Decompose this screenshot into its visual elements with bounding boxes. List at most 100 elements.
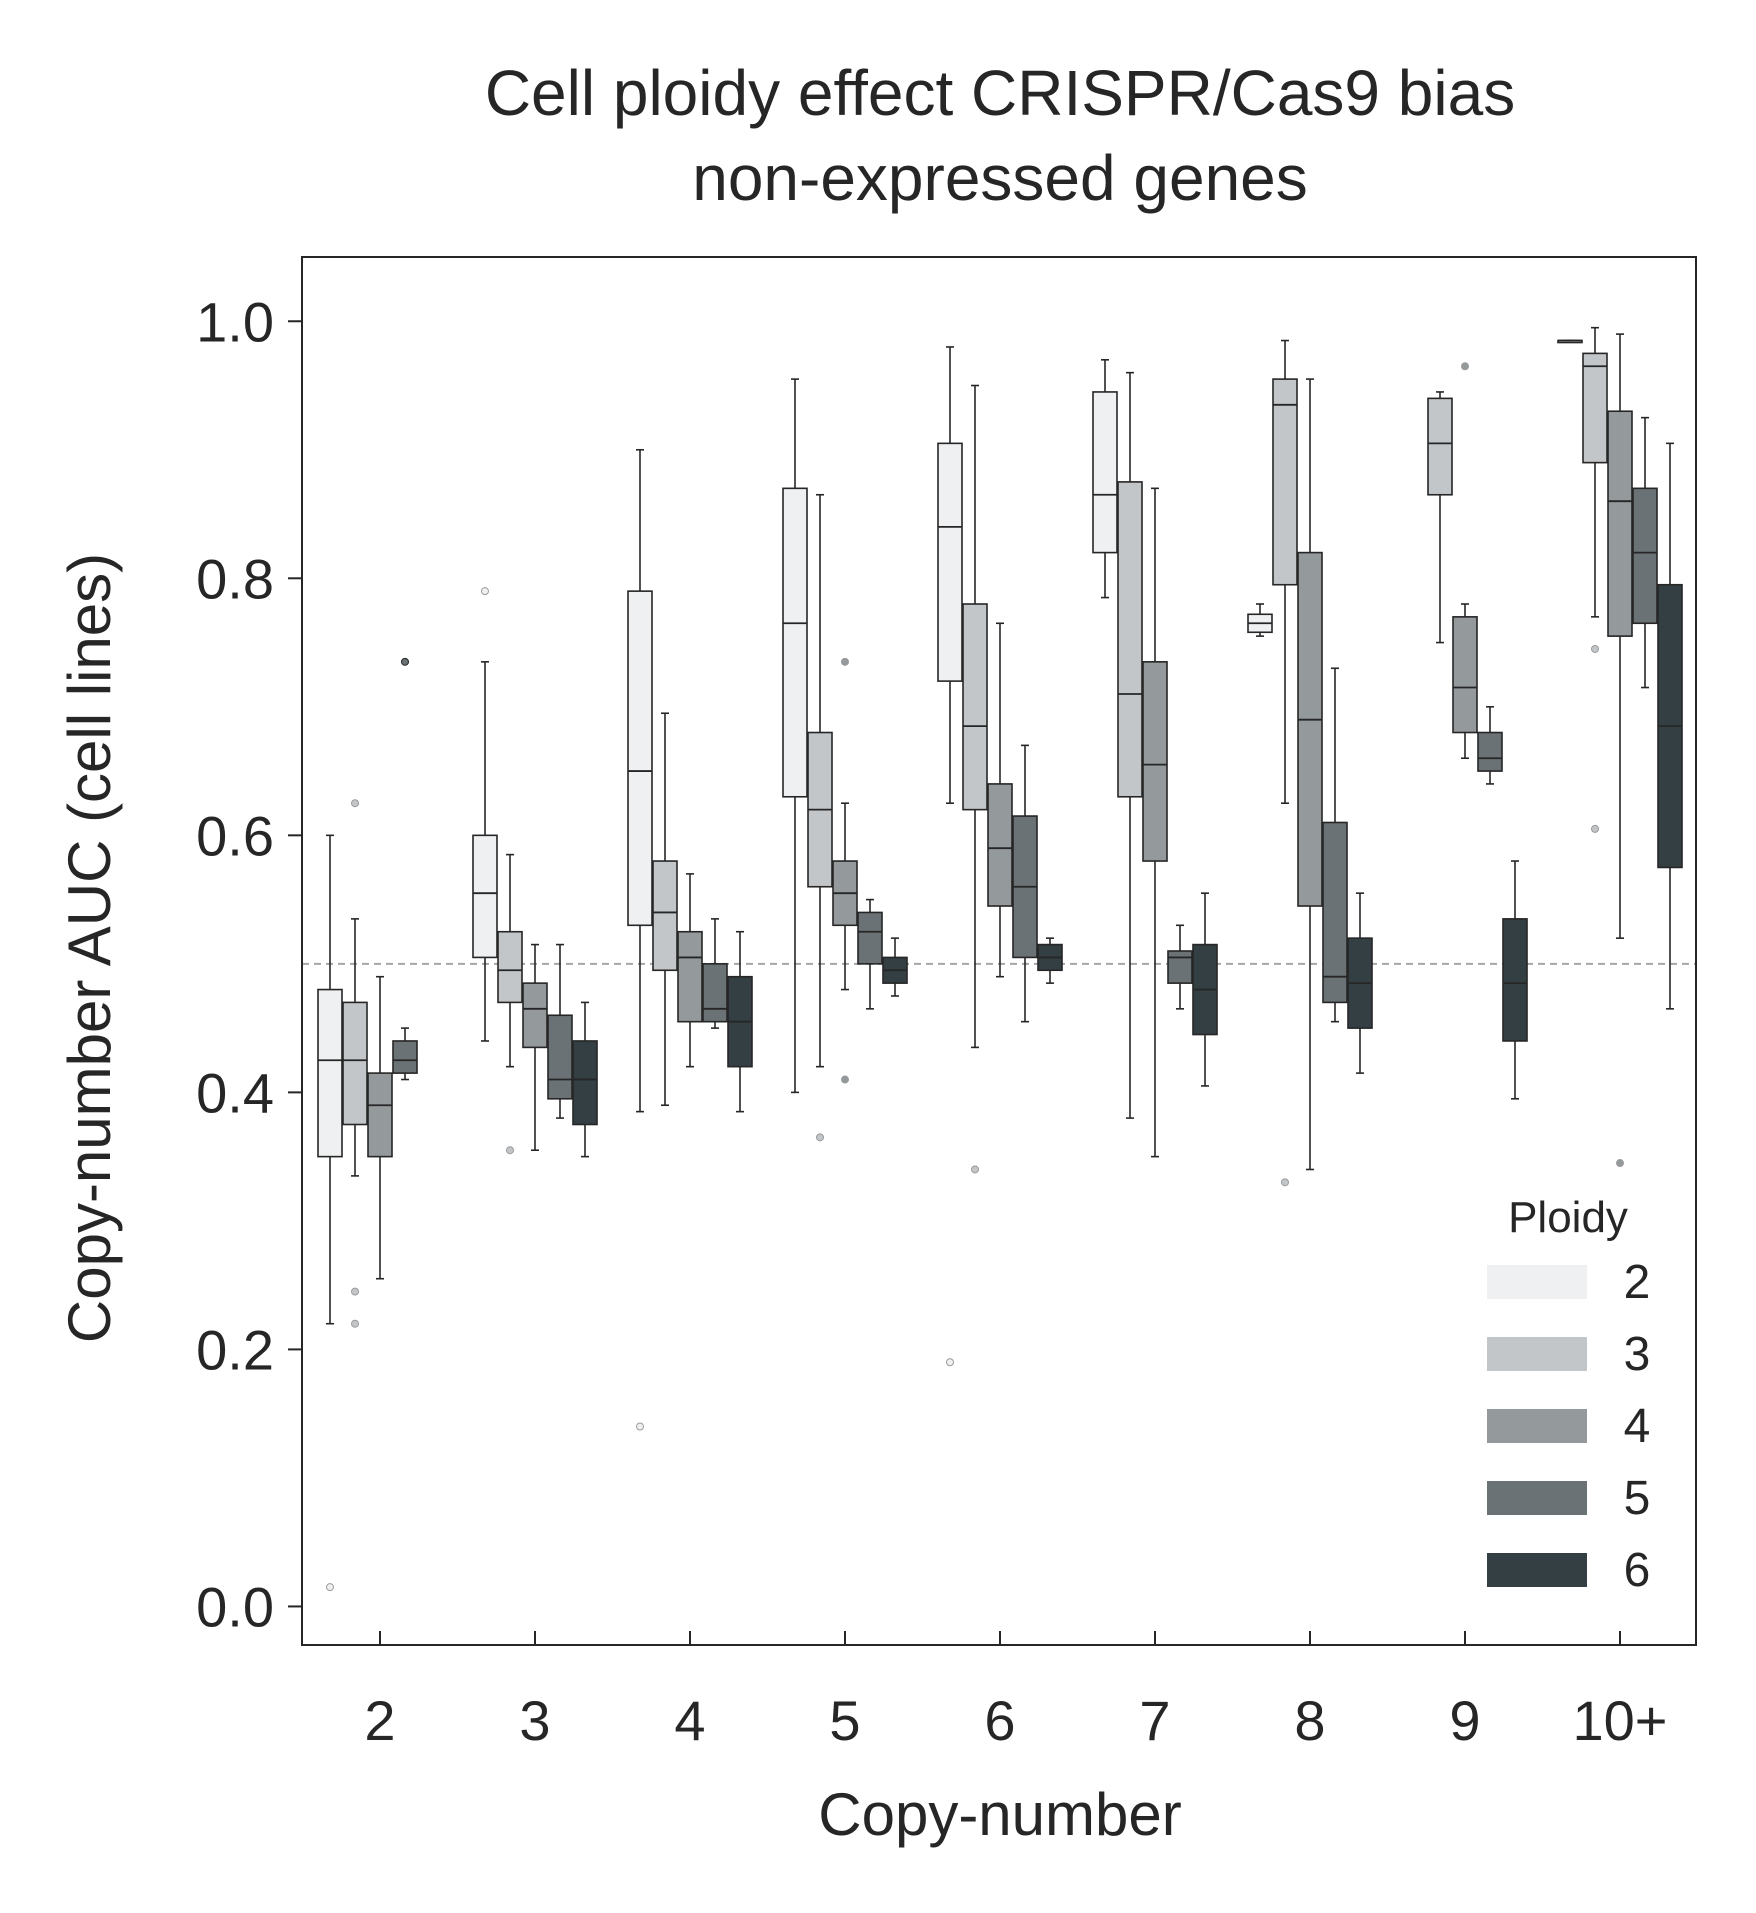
x-tick-label: 2 [364,1689,395,1752]
box [1142,661,1168,862]
outlier-point [1616,1159,1624,1168]
box-ploidy-3-cn-7 [1117,371,1143,1119]
box [702,963,728,1023]
outlier-point [351,799,359,808]
box-ploidy-4-cn-7 [1142,487,1168,1158]
box [1272,378,1298,586]
box-ploidy-6-cn-10+ [1657,442,1683,1010]
outlier-point [1591,824,1599,833]
x-tick-label: 9 [1449,1689,1480,1752]
legend-swatch-3 [1487,1337,1587,1371]
box [497,930,523,1004]
x-tick-label: 8 [1294,1689,1325,1752]
y-tick-label: 0.4 [196,1061,274,1124]
outlier-point [1281,1178,1289,1187]
box-ploidy-5-cn-6 [1012,744,1038,1023]
box [1632,487,1658,625]
series-ploidy-2 [317,339,1583,1592]
x-axis-label: Copy-number [818,1781,1182,1848]
box [1502,918,1528,1042]
box-ploidy-5-cn-3 [547,943,573,1119]
x-tick-label: 3 [519,1689,550,1752]
box [937,442,963,682]
box-ploidy-4-cn-8 [1297,378,1323,1171]
box [652,860,678,972]
box-ploidy-4-cn-3 [522,943,548,1152]
outlier-point [636,1422,644,1431]
legend: Ploidy 2 3 4 5 6 [1487,1193,1650,1597]
box-ploidy-5-cn-10+ [1632,416,1658,689]
box-ploidy-4-cn-2 [367,975,393,1280]
box-ploidy-5-cn-2 [392,657,418,1081]
box-ploidy-6-cn-7 [1192,892,1218,1087]
box-ploidy-2-cn-8 [1247,603,1273,637]
y-axis: 0.0 0.2 0.4 0.6 0.8 1.0 [196,290,302,1638]
box-ploidy-5-cn-9 [1477,706,1503,785]
plot-frame [301,256,1697,1646]
x-tick-label: 6 [984,1689,1015,1752]
box [1092,391,1118,554]
x-axis: 2 3 4 5 6 7 8 9 10+ [364,1631,1668,1752]
box-ploidy-3-cn-9 [1427,391,1453,644]
y-tick-label: 1.0 [196,290,274,353]
box-ploidy-2-cn-4 [627,448,653,1431]
outlier-point [401,657,409,666]
y-tick-label: 0.6 [196,804,274,867]
series-ploidy-6 [572,442,1683,1158]
box [987,783,1013,907]
box [677,930,703,1023]
box-ploidy-3-cn-3 [497,853,523,1155]
box-ploidy-3-cn-8 [1272,339,1298,1187]
box-ploidy-6-cn-9 [1502,860,1528,1100]
box [1167,950,1193,984]
chart-title-line-1: Cell ploidy effect CRISPR/Cas9 bias [485,57,1515,129]
box-ploidy-2-cn-10+ [1557,339,1583,344]
box [782,487,808,798]
box-ploidy-4-cn-9 [1452,362,1478,760]
legend-label-2: 2 [1624,1256,1651,1309]
box-ploidy-4-cn-6 [987,622,1013,978]
box [1117,481,1143,798]
box-ploidy-2-cn-2 [317,834,343,1592]
x-tick-label: 4 [674,1689,705,1752]
outlier-point [351,1287,359,1296]
box-ploidy-6-cn-8 [1347,892,1373,1074]
box-ploidy-5-cn-7 [1167,924,1193,1010]
box-ploidy-2-cn-3 [472,587,498,1042]
x-tick-label: 7 [1139,1689,1170,1752]
outlier-point [816,1133,824,1142]
legend-label-5: 5 [1624,1472,1651,1525]
y-tick-label: 0.8 [196,547,274,610]
box [1477,731,1503,772]
box-ploidy-4-cn-4 [677,873,703,1068]
outlier-point [326,1583,334,1592]
box [857,911,883,965]
box [317,988,343,1158]
box [1582,352,1608,464]
box [547,1014,573,1100]
outlier-point [841,1075,849,1084]
legend-label-4: 4 [1624,1400,1651,1453]
legend-title: Ploidy [1508,1193,1628,1242]
box [627,590,653,927]
box-ploidy-3-cn-4 [652,712,678,1107]
box [342,1001,368,1126]
y-axis-label: Copy-number AUC (cell lines) [56,553,123,1343]
box-ploidy-6-cn-5 [882,937,908,997]
box-ploidy-5-cn-4 [702,918,728,1029]
legend-label-6: 6 [1624,1544,1651,1597]
box-ploidy-3-cn-2 [342,799,368,1328]
legend-label-3: 3 [1624,1328,1651,1381]
outlier-point [506,1146,514,1155]
legend-swatch-6 [1487,1553,1587,1587]
box-ploidy-4-cn-5 [832,657,858,1084]
box [367,1072,393,1158]
legend-swatch-5 [1487,1481,1587,1515]
box-ploidy-5-cn-8 [1322,667,1348,1023]
y-tick-label: 0.2 [196,1318,274,1381]
box-ploidy-6-cn-6 [1037,937,1063,984]
box-ploidy-3-cn-10+ [1582,326,1608,833]
box [1322,821,1348,1004]
series-ploidy-4 [367,333,1633,1280]
